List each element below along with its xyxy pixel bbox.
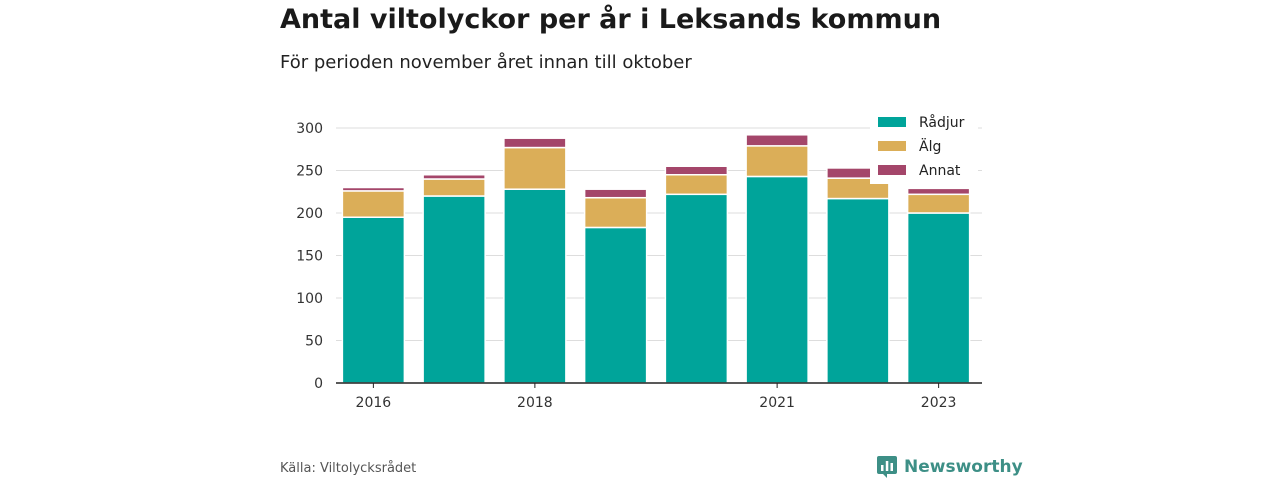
source-note: Källa: Viltolycksrådet [280, 461, 417, 476]
newsworthy-logo: Newsworthy [876, 455, 1023, 479]
y-tick-label: 0 [314, 376, 323, 392]
bar-segment-älg-2023 [906, 193, 971, 214]
legend-swatch-rådjur [878, 117, 906, 127]
legend: Rådjur Älg Annat [870, 108, 978, 184]
bar-segment-annat-2019 [583, 188, 648, 199]
bar-segment-annat-2020 [664, 165, 729, 176]
bar-segment-älg-2016 [341, 190, 406, 218]
brand-name: Newsworthy [904, 457, 1023, 477]
bar-segment-älg-2018 [503, 146, 567, 190]
legend-label-älg: Älg [919, 137, 941, 155]
bar-segment-rådjur-2018 [503, 188, 567, 384]
x-tick-label: 2016 [356, 395, 392, 411]
y-tick-label: 250 [296, 164, 323, 180]
y-tick-label: 300 [296, 121, 323, 137]
y-tick-label: 150 [296, 249, 323, 265]
chart-subtitle: För perioden november året innan till ok… [280, 52, 692, 73]
bar-segment-annat-2018 [503, 137, 567, 149]
bar-segment-rådjur-2021 [745, 175, 809, 384]
legend-swatch-annat [878, 165, 906, 175]
y-tick-label: 100 [296, 291, 323, 307]
bar-segment-rådjur-2022 [826, 197, 890, 384]
bar-segment-älg-2021 [745, 145, 809, 178]
axes: 0 50 100 150 200 250 300 2016 2018 2021 2023 [296, 121, 982, 411]
newsworthy-logo-icon [877, 456, 897, 478]
bar-segment-annat-2016 [341, 186, 406, 192]
bar-segment-rådjur-2019 [583, 226, 648, 384]
bar-segment-älg-2019 [583, 196, 648, 229]
chart-title: Antal viltolyckor per år i Leksands komm… [280, 4, 942, 35]
bar-segment-annat-2021 [745, 134, 809, 147]
bar-segment-älg-2017 [422, 178, 486, 197]
bar-segment-annat-2023 [906, 187, 971, 196]
bar-segment-rådjur-2016 [341, 216, 406, 384]
y-tick-label: 50 [305, 334, 323, 350]
bar-segment-älg-2020 [664, 174, 729, 196]
legend-label-annat: Annat [919, 163, 961, 179]
x-tick-label: 2018 [517, 395, 553, 411]
bar-segment-rådjur-2023 [906, 212, 971, 384]
y-tick-label: 200 [296, 206, 323, 222]
bars [341, 134, 971, 384]
bar-segment-rådjur-2020 [664, 193, 729, 384]
x-tick-label: 2023 [921, 395, 957, 411]
legend-swatch-älg [878, 141, 906, 151]
bar-segment-rådjur-2017 [422, 195, 486, 384]
bar-segment-annat-2017 [422, 174, 486, 180]
legend-label-rådjur: Rådjur [919, 114, 965, 131]
x-tick-label: 2021 [759, 395, 795, 411]
